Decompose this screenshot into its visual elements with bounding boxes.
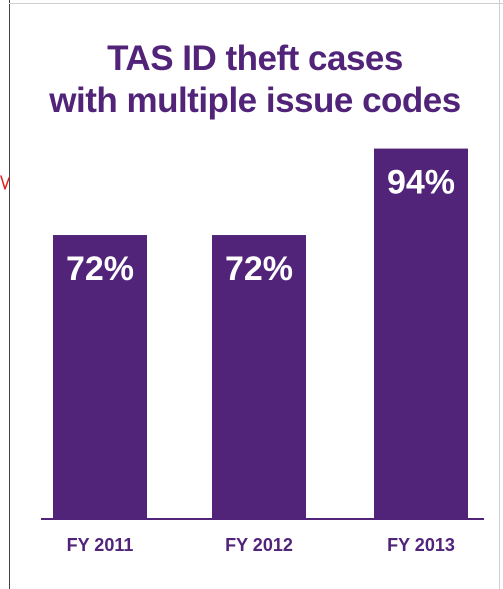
bar-value-label: 72%: [66, 250, 134, 288]
handwritten-check-mark: [0, 175, 10, 190]
frame-top-border: [9, 3, 503, 4]
bar-value-label: 94%: [387, 164, 455, 202]
x-tick-label: FY 2012: [225, 535, 293, 555]
bar-fy-2011: [53, 235, 147, 519]
bar-value-label: 72%: [225, 250, 293, 288]
chart-title-line-1: TAS ID theft cases: [107, 39, 403, 78]
frame-left-border: [9, 0, 10, 589]
bar-fy-2013: [374, 148, 468, 518]
chart-title: TAS ID theft cases with multiple issue c…: [20, 38, 490, 122]
frame-right-border: [499, 0, 500, 589]
chart-title-line-2: with multiple issue codes: [49, 81, 461, 120]
bar-fy-2012: [212, 235, 306, 519]
x-tick-label: FY 2011: [67, 535, 134, 555]
x-tick-label: FY 2013: [387, 535, 455, 555]
